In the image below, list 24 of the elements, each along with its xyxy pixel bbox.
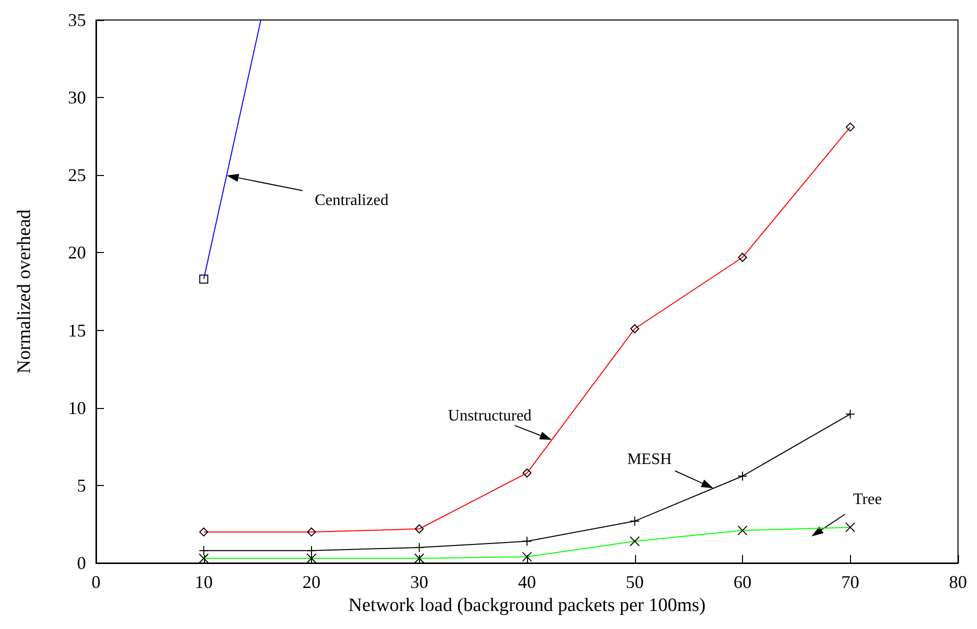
x-tick-label: 70 [841,572,860,592]
y-tick-label: 15 [68,320,86,340]
text: MESH [627,450,672,468]
y-tick-label: 25 [68,165,86,186]
x-tick-label: 40 [518,572,536,592]
x-tick-label: 80 [949,572,967,592]
y-tick-label: 5 [77,475,86,496]
y-tick-label: 35 [68,10,86,30]
x-tick-label: 0 [92,572,100,592]
x-tick-label: 50 [626,572,644,592]
y-tick-label: 10 [68,398,86,418]
y-tick-label: 0 [77,553,86,573]
text: Centralized [314,192,388,209]
x-axis-title: Network load (background packets per 100ms) [348,594,706,616]
x-tick-label: 30 [410,572,428,592]
y-tick-label: 30 [68,88,86,108]
point [845,409,856,420]
x-tick-label: 60 [734,572,752,592]
y-axis-title: Normalized overhead [14,208,35,374]
series-label: Tree [853,490,882,508]
series-label: Unstructured [448,407,532,424]
x-tick-label: 10 [194,572,213,592]
x-tick-label: 20 [302,572,320,592]
y-tick-label: 20 [68,242,86,263]
